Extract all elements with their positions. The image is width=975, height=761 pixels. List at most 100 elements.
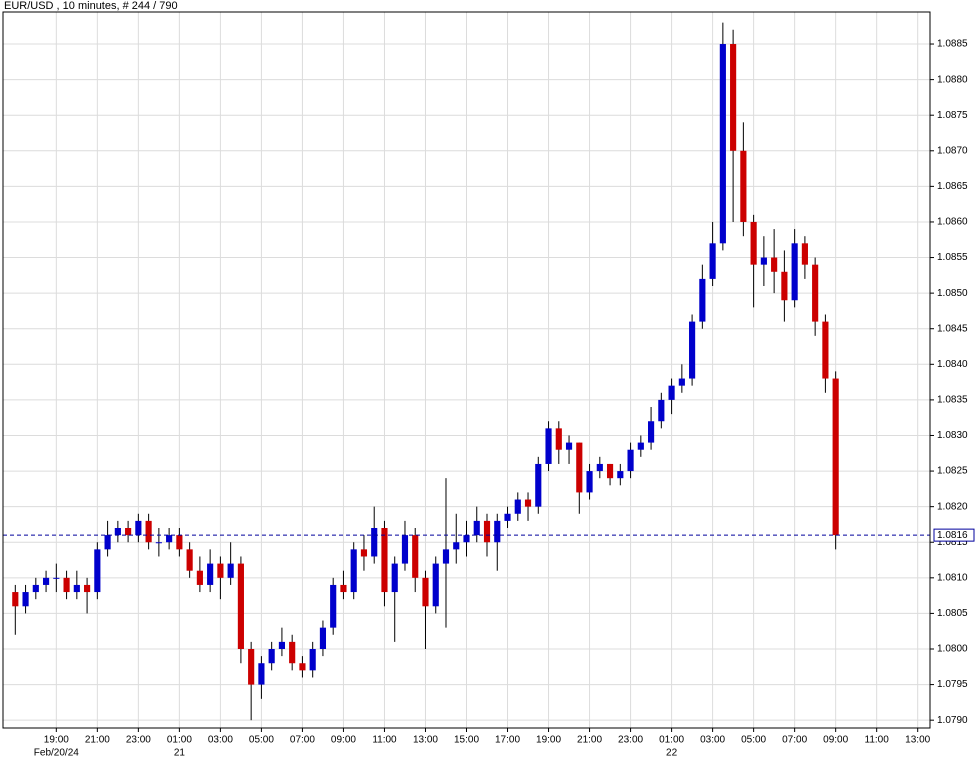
candle-body (637, 442, 644, 450)
candle-body (473, 520, 480, 536)
candle-body (699, 278, 706, 322)
y-tick-label: 1.0860 (937, 217, 968, 228)
candle-body (801, 243, 808, 265)
candle-body (84, 584, 91, 593)
candle-body (125, 528, 132, 536)
candle-body (53, 577, 60, 579)
candle-body (73, 584, 80, 593)
candle-body (135, 520, 142, 536)
last-price-box (933, 528, 975, 542)
candle-body (422, 577, 429, 607)
candle-body (237, 563, 244, 649)
candle-body (781, 271, 788, 301)
candle-body (391, 563, 398, 593)
y-tick-label: 1.0845 (937, 323, 968, 334)
x-tick-label: 03:00 (208, 735, 233, 746)
x-tick-label: 13:00 (413, 735, 438, 746)
y-tick-label: 1.0805 (937, 608, 968, 619)
candle-body (596, 463, 603, 472)
candle-body (22, 592, 29, 607)
candle-body (648, 421, 655, 443)
candle-body (371, 528, 378, 557)
candle-body (812, 264, 819, 322)
y-tick-label: 1.0815 (937, 537, 968, 548)
x-date-label: 21 (174, 748, 186, 759)
candle-body (494, 520, 501, 543)
candle-body (32, 584, 39, 593)
candle-body (524, 499, 532, 507)
candle-body (42, 577, 50, 585)
candle-body (555, 428, 562, 450)
candle-body (412, 535, 419, 578)
candle-body (268, 648, 275, 664)
candle-body (760, 257, 767, 265)
candle-body (340, 584, 347, 593)
candle-body (442, 549, 450, 564)
candle-body (586, 471, 593, 493)
candle-body (330, 584, 337, 628)
y-tick-label: 1.0875 (937, 110, 968, 121)
candle-body (514, 499, 521, 514)
candle-body (606, 463, 614, 479)
x-tick-label: 11:00 (865, 735, 890, 746)
candle-body (730, 44, 737, 151)
y-tick-label: 1.0830 (937, 430, 968, 441)
x-tick-label: 05:00 (249, 735, 274, 746)
candle-body (248, 648, 255, 685)
candle-body (689, 321, 696, 379)
x-tick-label: 19:00 (536, 735, 561, 746)
x-date-label: Feb/20/24 (34, 748, 79, 759)
candle-body (350, 549, 357, 593)
x-tick-label: 11:00 (372, 735, 397, 746)
y-tick-label: 1.0880 (937, 74, 968, 85)
y-tick-label: 1.0840 (937, 359, 968, 370)
candle-body (401, 535, 409, 564)
candle-body (299, 663, 306, 671)
candle-body (504, 513, 511, 521)
candle-body (432, 563, 439, 607)
candle-body (145, 520, 152, 543)
y-tick-label: 1.0800 (937, 644, 968, 655)
candle-body (217, 563, 224, 578)
candle-body (545, 428, 552, 464)
y-tick-label: 1.0870 (937, 145, 968, 156)
candle-body (155, 542, 162, 544)
candle-body (719, 44, 726, 244)
candle-body (617, 471, 624, 479)
x-tick-label: 17:00 (495, 735, 520, 746)
y-tick-label: 1.0795 (937, 679, 968, 690)
candle-body (658, 399, 665, 422)
y-tick-label: 1.0820 (937, 501, 968, 512)
candle-body (668, 385, 675, 400)
y-tick-label: 1.0810 (937, 572, 968, 583)
candle-body (678, 378, 685, 386)
x-tick-label: 01:00 (659, 735, 684, 746)
candle-body (483, 520, 491, 543)
x-tick-label: 05:00 (741, 735, 766, 746)
x-tick-label: 23:00 (618, 735, 643, 746)
candle-body (565, 442, 573, 450)
x-tick-label: 01:00 (167, 735, 192, 746)
candle-body (822, 321, 829, 379)
x-tick-label: 07:00 (290, 735, 315, 746)
candle-body (176, 535, 183, 550)
candle-body (104, 535, 111, 550)
y-tick-label: 1.0885 (937, 39, 968, 50)
y-tick-label: 1.0855 (937, 252, 968, 263)
x-tick-label: 03:00 (700, 735, 725, 746)
candle-body (709, 243, 716, 279)
candle-body (289, 641, 296, 664)
candle-body (381, 528, 388, 593)
candle-body (227, 563, 234, 578)
y-tick-label: 1.0835 (937, 395, 968, 406)
candle-body (207, 563, 214, 585)
candle-body (166, 535, 173, 543)
candle-body (771, 257, 778, 272)
candle-body (463, 535, 470, 543)
candle-body (627, 449, 634, 472)
y-tick-label: 1.0850 (937, 288, 968, 299)
candle-body (360, 549, 368, 557)
candle-body (453, 542, 460, 550)
candle-body (12, 592, 19, 607)
